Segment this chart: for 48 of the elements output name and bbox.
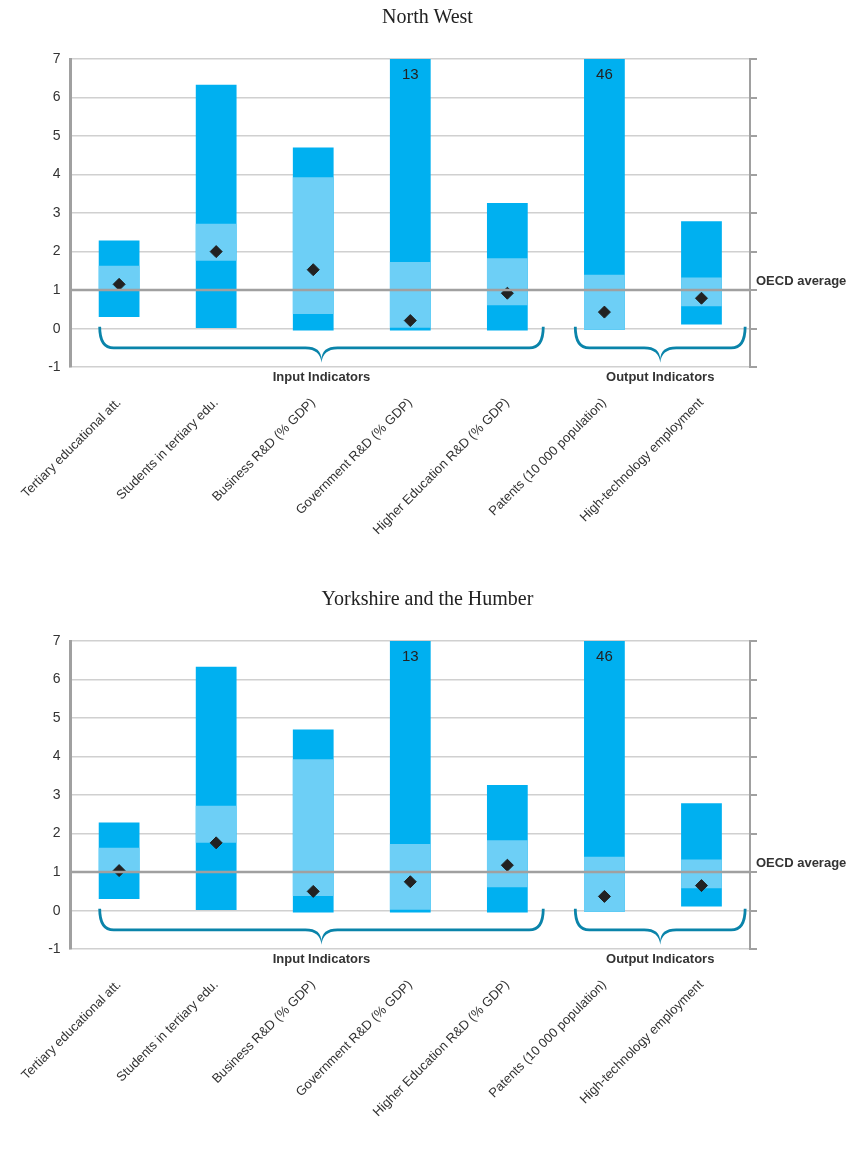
y-tick-label: 2	[52, 242, 61, 259]
point	[597, 889, 611, 903]
chart-title: North West	[382, 4, 473, 29]
bar	[292, 177, 334, 315]
annotation: 46	[596, 64, 613, 82]
y-tick-label: 7	[52, 49, 61, 66]
point	[694, 879, 708, 893]
bar	[389, 844, 431, 910]
point	[209, 245, 223, 259]
y-tick-label: 6	[52, 670, 61, 687]
point	[403, 875, 417, 889]
text: Input Indicators	[272, 951, 371, 967]
y-tick-label: 5	[52, 126, 61, 143]
y-tick-label: 4	[52, 747, 61, 764]
y-tick-label: -1	[48, 358, 61, 375]
bar	[584, 274, 625, 330]
annotation: 13	[401, 64, 419, 82]
ref-line-label: OECD average	[756, 855, 847, 871]
y-tick-label: 6	[52, 88, 61, 105]
bar	[389, 262, 431, 328]
point	[597, 305, 611, 319]
y-tick-label: -1	[48, 940, 61, 957]
chart-title: Yorkshire and the Humber	[321, 586, 534, 611]
point	[209, 836, 223, 850]
bar	[292, 759, 334, 897]
y-tick-label: 3	[52, 203, 61, 220]
annotation: 46	[596, 646, 613, 664]
y-tick-label: 4	[52, 165, 61, 182]
annotation: 13	[401, 646, 419, 664]
bar	[195, 805, 237, 843]
y-tick-label: 7	[52, 631, 61, 648]
y-tick-label: 0	[52, 319, 61, 336]
y-tick-label: 1	[52, 862, 61, 879]
point	[403, 314, 417, 328]
y-tick-label: 1	[52, 280, 61, 297]
y-tick-label: 2	[52, 824, 61, 841]
text: Input Indicators	[272, 369, 371, 385]
y-tick-label: 5	[52, 708, 61, 725]
text: Output Indicators	[606, 369, 715, 385]
y-tick-label: 3	[52, 785, 61, 802]
point	[306, 884, 320, 898]
text: Output Indicators	[606, 951, 715, 967]
bar	[195, 223, 237, 261]
bar	[486, 258, 528, 306]
point	[306, 263, 320, 277]
ref-line-label: OECD average	[756, 273, 847, 289]
bar	[584, 856, 625, 912]
y-tick-label: 0	[52, 901, 61, 918]
